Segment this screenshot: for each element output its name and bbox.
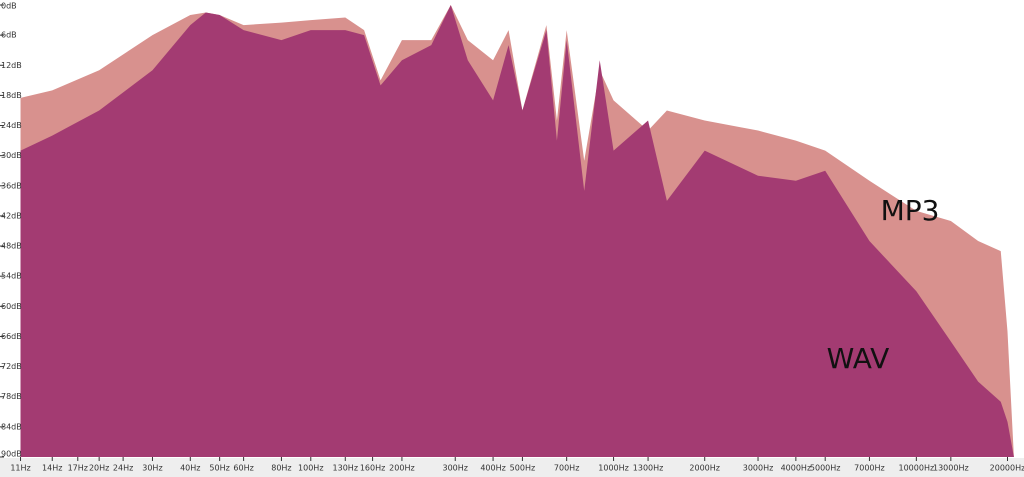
x-axis-strip: [0, 458, 1024, 477]
y-tick-label: 0dB: [1, 2, 17, 11]
x-tick-label: 500Hz: [510, 464, 535, 473]
y-tick-label: 54dB: [1, 272, 22, 281]
y-tick-label: 84dB: [1, 422, 22, 431]
x-tick-label: 17Hz: [68, 464, 88, 473]
y-tick-label: 36dB: [1, 181, 22, 190]
y-tick-label: 24dB: [1, 121, 22, 130]
series-annotation: WAV: [827, 342, 890, 375]
x-tick-label: 130Hz: [333, 464, 358, 473]
y-tick-label: 30dB: [1, 151, 22, 160]
y-tick-label: 72dB: [1, 362, 22, 371]
y-tick-label: 60dB: [1, 302, 22, 311]
x-tick-label: 10000Hz: [899, 464, 935, 473]
x-tick-label: 20Hz: [89, 464, 109, 473]
x-tick-label: 160Hz: [360, 464, 385, 473]
y-tick-label: 18dB: [1, 91, 22, 100]
y-tick-label: 90dB: [1, 450, 22, 459]
spectrum-area: [20, 5, 1014, 457]
x-tick-label: 100Hz: [298, 464, 323, 473]
x-tick-label: 3000Hz: [743, 464, 774, 473]
x-tick-label: 20000Hz: [990, 464, 1024, 473]
x-tick-label: 1300Hz: [633, 464, 664, 473]
y-tick-label: 6dB: [1, 31, 17, 40]
x-tick-label: 300Hz: [443, 464, 468, 473]
x-tick-label: 13000Hz: [933, 464, 969, 473]
y-tick-label: 48dB: [1, 242, 22, 251]
x-tick-label: 700Hz: [554, 464, 579, 473]
y-tick-label: 12dB: [1, 61, 22, 70]
x-tick-label: 400Hz: [480, 464, 505, 473]
x-tick-label: 5000Hz: [810, 464, 841, 473]
y-tick-label: 42dB: [1, 211, 22, 220]
x-tick-label: 30Hz: [142, 464, 162, 473]
x-tick-label: 14Hz: [42, 464, 62, 473]
x-tick-label: 11Hz: [10, 464, 30, 473]
x-tick-label: 7000Hz: [854, 464, 885, 473]
y-tick-label: 66dB: [1, 332, 22, 341]
x-tick-label: 4000Hz: [781, 464, 812, 473]
x-tick-label: 50Hz: [209, 464, 229, 473]
x-tick-label: 24Hz: [113, 464, 133, 473]
x-tick-label: 2000Hz: [689, 464, 720, 473]
x-tick-label: 60Hz: [233, 464, 253, 473]
x-tick-label: 80Hz: [271, 464, 291, 473]
y-tick-label: 78dB: [1, 392, 22, 401]
series-annotation: MP3: [881, 194, 940, 227]
x-tick-label: 1000Hz: [598, 464, 629, 473]
x-tick-label: 200Hz: [389, 464, 414, 473]
x-tick-label: 40Hz: [180, 464, 200, 473]
